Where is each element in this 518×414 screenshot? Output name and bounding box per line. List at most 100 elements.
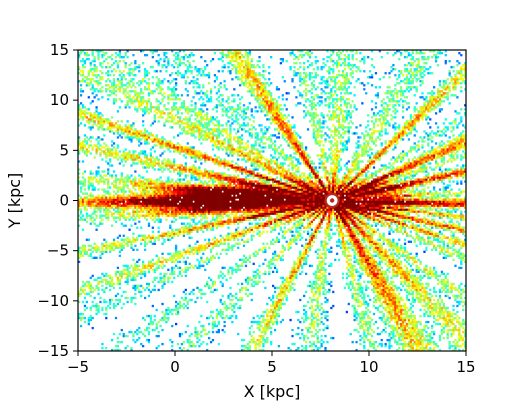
heatmap-cell <box>83 208 87 211</box>
heatmap-cell <box>122 180 125 183</box>
heatmap-cell <box>126 198 129 201</box>
heatmap-cell <box>229 190 232 193</box>
heatmap-cell <box>171 92 174 95</box>
heatmap-cell <box>112 84 116 87</box>
heatmap-cell <box>116 246 120 249</box>
heatmap-cell <box>118 156 121 159</box>
heatmap-cell <box>173 270 176 274</box>
heatmap-cell <box>244 260 248 264</box>
heatmap-cell <box>242 158 246 161</box>
heatmap-cell <box>248 276 251 280</box>
heatmap-cell <box>215 130 218 133</box>
heatmap-cell <box>206 200 209 203</box>
heatmap-cell <box>250 198 253 201</box>
heatmap-cell <box>215 162 218 165</box>
heatmap-cell <box>202 292 205 296</box>
heatmap-cell <box>211 140 215 143</box>
heatmap-cell <box>132 130 135 133</box>
heatmap-cell <box>85 148 88 151</box>
heatmap-cell <box>217 90 220 93</box>
heatmap-cell <box>105 72 108 75</box>
heatmap-cell <box>101 250 104 253</box>
heatmap-cell <box>231 294 234 298</box>
heatmap-cell <box>213 128 217 131</box>
heatmap-cell <box>178 178 182 181</box>
heatmap-cell <box>147 98 151 101</box>
heatmap-cell <box>219 234 222 237</box>
heatmap-cell <box>78 180 81 183</box>
heatmap-cell <box>248 64 251 67</box>
heatmap-cell <box>227 186 230 189</box>
heatmap-cell <box>112 142 116 145</box>
heatmap-cell <box>244 344 248 348</box>
heatmap-cell <box>128 198 131 201</box>
heatmap-cell <box>120 222 123 225</box>
heatmap-cell <box>87 198 90 201</box>
heatmap-cell <box>202 86 205 89</box>
heatmap-cell <box>167 276 170 280</box>
heatmap-cell <box>95 124 98 127</box>
heatmap-cell <box>126 128 129 131</box>
heatmap-cell <box>233 232 236 235</box>
heatmap-cell <box>120 120 123 123</box>
heatmap-cell <box>151 156 154 159</box>
heatmap-cell <box>99 178 102 181</box>
heatmap-cell <box>151 328 154 332</box>
heatmap-cell <box>225 152 228 155</box>
heatmap-cell <box>175 214 178 217</box>
heatmap-cell <box>105 156 108 159</box>
heatmap-cell <box>240 262 244 266</box>
heatmap-cell <box>140 130 143 133</box>
heatmap-cell <box>237 208 240 211</box>
heatmap-cell <box>151 188 154 191</box>
heatmap-cell <box>215 136 218 139</box>
heatmap-cell <box>240 218 244 221</box>
heatmap-cell <box>240 172 244 175</box>
heatmap-cell <box>221 94 224 97</box>
heatmap-cell <box>237 298 240 302</box>
heatmap-cell <box>213 244 217 247</box>
heatmap-cell <box>79 188 83 191</box>
heatmap-cell <box>200 200 203 203</box>
heatmap-cell <box>157 182 160 185</box>
heatmap-cell <box>132 74 135 77</box>
heatmap-cell <box>211 194 215 197</box>
heatmap-cell <box>130 240 133 243</box>
heatmap-cell <box>79 202 83 205</box>
heatmap-cell <box>114 86 118 89</box>
heatmap-cell <box>217 204 220 207</box>
heatmap-cell <box>184 132 187 135</box>
heatmap-cell <box>130 128 133 131</box>
heatmap-cell <box>105 312 108 316</box>
heatmap-cell <box>184 164 187 167</box>
heatmap-cell <box>175 204 178 207</box>
heatmap-cell <box>240 166 244 169</box>
heatmap-cell <box>250 144 253 147</box>
heatmap-cell <box>145 130 149 133</box>
heatmap-cell <box>182 200 185 203</box>
heatmap-cell <box>235 314 238 318</box>
heatmap-cell <box>85 112 88 115</box>
heatmap-cell <box>126 152 129 155</box>
heatmap-cell <box>167 108 170 111</box>
heatmap-cell <box>149 316 153 320</box>
heatmap-cell <box>147 180 151 183</box>
heatmap-cell <box>244 188 248 191</box>
heatmap-cell <box>118 86 121 89</box>
heatmap-cell <box>116 78 120 81</box>
heatmap-cell <box>239 234 242 237</box>
heatmap-cell <box>134 136 137 139</box>
heatmap-cell <box>211 192 215 195</box>
heatmap-cell <box>89 140 92 143</box>
heatmap-cell <box>103 290 106 294</box>
heatmap-cell <box>91 316 94 320</box>
heatmap-cell <box>229 208 232 211</box>
heatmap-cell <box>171 186 174 189</box>
heatmap-cell <box>83 178 87 181</box>
heatmap-cell <box>237 202 240 205</box>
heatmap-cell <box>221 266 224 270</box>
heatmap-cell <box>155 214 158 217</box>
heatmap-cell <box>165 202 168 205</box>
heatmap-cell <box>202 176 205 179</box>
heatmap-cell <box>145 178 149 181</box>
